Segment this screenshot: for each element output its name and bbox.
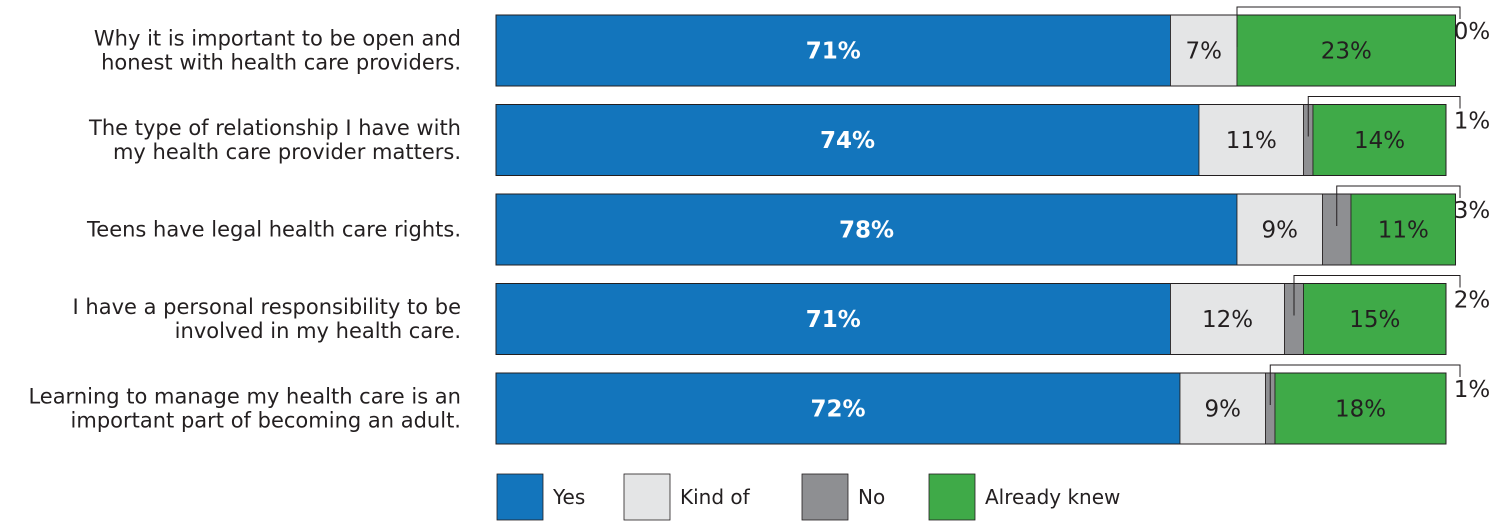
legend-label: Kind of xyxy=(680,485,751,509)
chart-rows: Why it is important to be open andhonest… xyxy=(28,6,1491,445)
category-label: Learning to manage my health care is an xyxy=(28,385,461,409)
bar-segment-yes xyxy=(495,283,1171,355)
data-label-yes: 74% xyxy=(820,128,875,154)
data-label-no: 3% xyxy=(1454,198,1491,224)
category-label: Teens have legal health care rights. xyxy=(86,218,461,242)
bar-outline xyxy=(495,372,1447,445)
bar-segment-kind-of xyxy=(1170,14,1238,87)
data-label-kind-of: 9% xyxy=(1205,397,1242,423)
legend-label: Yes xyxy=(552,485,585,509)
leader-line-no xyxy=(1307,96,1461,137)
leader-line-no xyxy=(1236,6,1461,47)
category-label: I have a personal responsibility to be xyxy=(73,295,461,319)
category-label: my health care provider matters. xyxy=(113,140,461,164)
bar-outline xyxy=(495,283,1447,355)
bar-segment-yes xyxy=(495,14,1171,87)
data-label-kind-of: 9% xyxy=(1262,218,1299,244)
category-label: involved in my health care. xyxy=(175,319,461,343)
bar-segment-yes xyxy=(495,104,1200,176)
data-label-yes: 72% xyxy=(810,397,865,423)
bar-outline xyxy=(495,14,1456,87)
legend-swatch-kind-of xyxy=(623,473,671,521)
data-label-kind-of: 11% xyxy=(1226,128,1277,154)
category-label: important part of becoming an adult. xyxy=(71,409,461,433)
bar-segment-already-knew xyxy=(1274,372,1447,445)
legend-swatch-already-knew xyxy=(928,473,976,521)
data-label-no: 1% xyxy=(1454,109,1491,135)
data-label-kind-of: 12% xyxy=(1202,307,1253,333)
data-label-already-knew: 14% xyxy=(1354,128,1405,154)
data-label-no: 1% xyxy=(1454,377,1491,403)
bar-segment-kind-of xyxy=(1198,104,1304,176)
bar-outline xyxy=(495,104,1447,176)
leader-line-no xyxy=(1336,185,1461,226)
data-label-no: 2% xyxy=(1454,288,1491,314)
legend-label: No xyxy=(858,485,885,509)
data-label-yes: 71% xyxy=(806,39,861,65)
bar-segment-yes xyxy=(495,193,1238,266)
category-label: Why it is important to be open and xyxy=(94,27,461,51)
bar-outline xyxy=(495,193,1456,266)
bar-segment-kind-of xyxy=(1179,372,1266,445)
data-label-already-knew: 11% xyxy=(1378,218,1429,244)
data-label-no: 0% xyxy=(1454,19,1491,45)
bar-segment-already-knew xyxy=(1312,104,1447,176)
data-label-already-knew: 18% xyxy=(1335,397,1386,423)
legend-swatch-no xyxy=(801,473,849,521)
leader-line-no xyxy=(1293,275,1461,316)
category-label: honest with health care providers. xyxy=(101,51,461,75)
data-label-yes: 71% xyxy=(806,307,861,333)
bar-segment-already-knew xyxy=(1350,193,1456,266)
chart-legend: Yes Kind of No Already knew xyxy=(496,473,1120,521)
legend-swatch-yes xyxy=(496,473,544,521)
data-label-already-knew: 23% xyxy=(1321,39,1372,65)
data-label-yes: 78% xyxy=(839,218,894,244)
data-label-already-knew: 15% xyxy=(1349,307,1400,333)
bar-segment-kind-of xyxy=(1236,193,1323,266)
category-label: The type of relationship I have with xyxy=(88,116,461,140)
data-label-kind-of: 7% xyxy=(1186,39,1223,65)
leader-line-no xyxy=(1269,364,1461,405)
legend-label: Already knew xyxy=(985,485,1120,509)
bar-segment-already-knew xyxy=(1303,283,1447,355)
